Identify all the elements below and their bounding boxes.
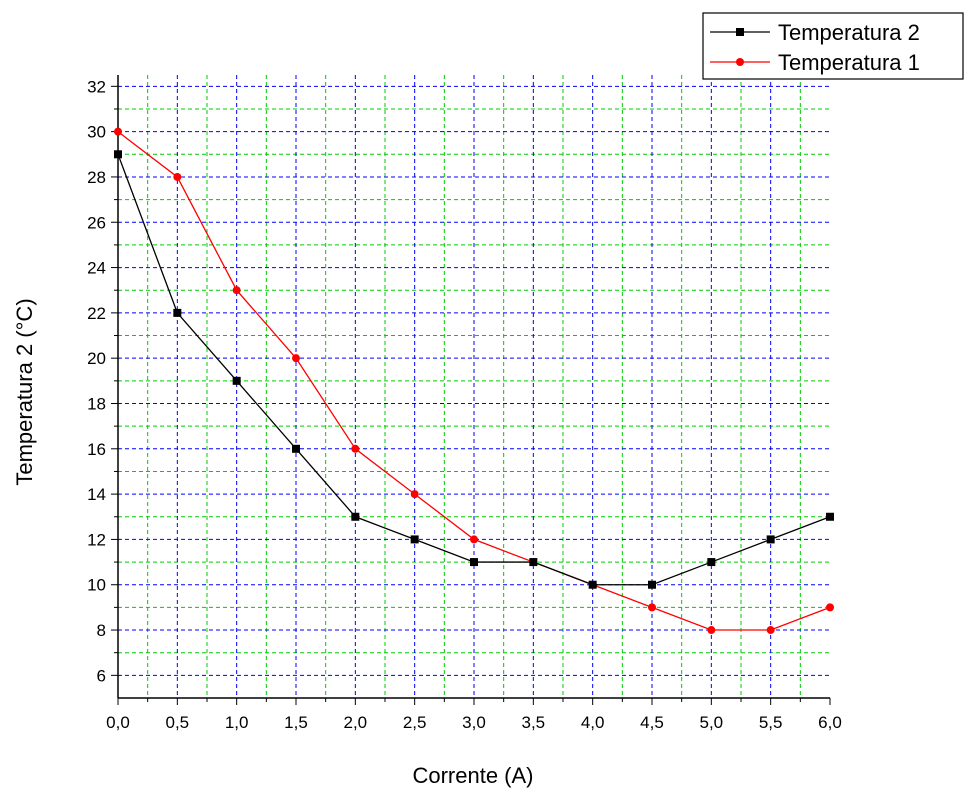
- data-point-temperatura-1: [173, 172, 182, 181]
- x-tick-label: 1,5: [284, 713, 308, 732]
- legend-marker-temperatura-1: [736, 58, 744, 66]
- x-tick-label: 4,0: [581, 713, 605, 732]
- x-tick-label: 6,0: [818, 713, 842, 732]
- series-temperatura-2: [114, 150, 834, 589]
- grid: [118, 75, 830, 698]
- ticks: 6 8 10 12 14 16 18 20 22 24 26 28 30 32 0,0 0,5 1,0 1,5 2,…: [87, 77, 842, 732]
- data-point-temperatura-2: [826, 512, 834, 521]
- data-point-temperatura-2: [588, 580, 597, 589]
- data-point-temperatura-1: [826, 603, 834, 612]
- data-point-temperatura-2: [232, 376, 241, 385]
- data-point-temperatura-1: [292, 354, 300, 363]
- legend-marker-temperatura-2: [736, 28, 744, 36]
- legend: Temperatura 2 Temperatura 1: [702, 12, 964, 80]
- x-axis-title: Corrente (A): [412, 763, 533, 788]
- data-point-temperatura-1: [648, 603, 656, 612]
- legend-label-temperatura-1: Temperatura 1: [778, 50, 920, 75]
- data-point-temperatura-2: [648, 580, 656, 589]
- data-point-temperatura-2: [173, 308, 182, 317]
- y-tick-label: 20: [87, 349, 106, 368]
- data-point-temperatura-2: [292, 444, 300, 453]
- data-point-temperatura-1: [470, 535, 478, 544]
- y-tick-label: 10: [87, 576, 106, 595]
- x-tick-label: 2,0: [344, 713, 368, 732]
- data-point-temperatura-2: [410, 535, 419, 544]
- x-tick-label: 2,5: [403, 713, 427, 732]
- y-tick-label: 16: [87, 440, 106, 459]
- y-tick-label: 12: [87, 530, 106, 549]
- x-tick-label: 4,5: [640, 713, 664, 732]
- x-tick-label: 5,5: [759, 713, 783, 732]
- y-tick-label: 24: [87, 259, 106, 278]
- x-tick-label: 3,0: [462, 713, 486, 732]
- data-point-temperatura-2: [529, 558, 538, 567]
- x-tick-label: 0,5: [166, 713, 190, 732]
- y-tick-label: 32: [87, 77, 106, 96]
- data-point-temperatura-1: [351, 444, 360, 453]
- data-point-temperatura-1: [707, 626, 716, 635]
- data-point-temperatura-1: [766, 626, 775, 635]
- data-point-temperatura-2: [351, 512, 360, 521]
- x-tick-label: 3,5: [522, 713, 546, 732]
- y-tick-label: 28: [87, 168, 106, 187]
- data-point-temperatura-2: [766, 535, 775, 544]
- y-axis-title: Temperatura 2 (°C): [12, 298, 37, 485]
- y-tick-label: 30: [87, 123, 106, 142]
- x-tick-label: 0,0: [106, 713, 130, 732]
- y-tick-label: 26: [87, 213, 106, 232]
- data-point-temperatura-2: [114, 150, 122, 159]
- legend-box: [702, 12, 964, 80]
- x-tick-label: 5,0: [700, 713, 724, 732]
- data-point-temperatura-1: [114, 127, 122, 136]
- data-point-temperatura-2: [470, 558, 478, 567]
- y-tick-label: 8: [97, 621, 106, 640]
- y-tick-label: 14: [87, 485, 106, 504]
- legend-label-temperatura-2: Temperatura 2: [778, 20, 920, 45]
- x-tick-label: 1,0: [225, 713, 249, 732]
- data-point-temperatura-1: [232, 286, 241, 295]
- data-point-temperatura-2: [707, 558, 716, 567]
- series-group: [114, 127, 834, 635]
- y-tick-label: 18: [87, 394, 106, 413]
- y-tick-label: 22: [87, 304, 106, 323]
- data-point-temperatura-1: [410, 490, 419, 499]
- y-tick-label: 6: [97, 666, 106, 685]
